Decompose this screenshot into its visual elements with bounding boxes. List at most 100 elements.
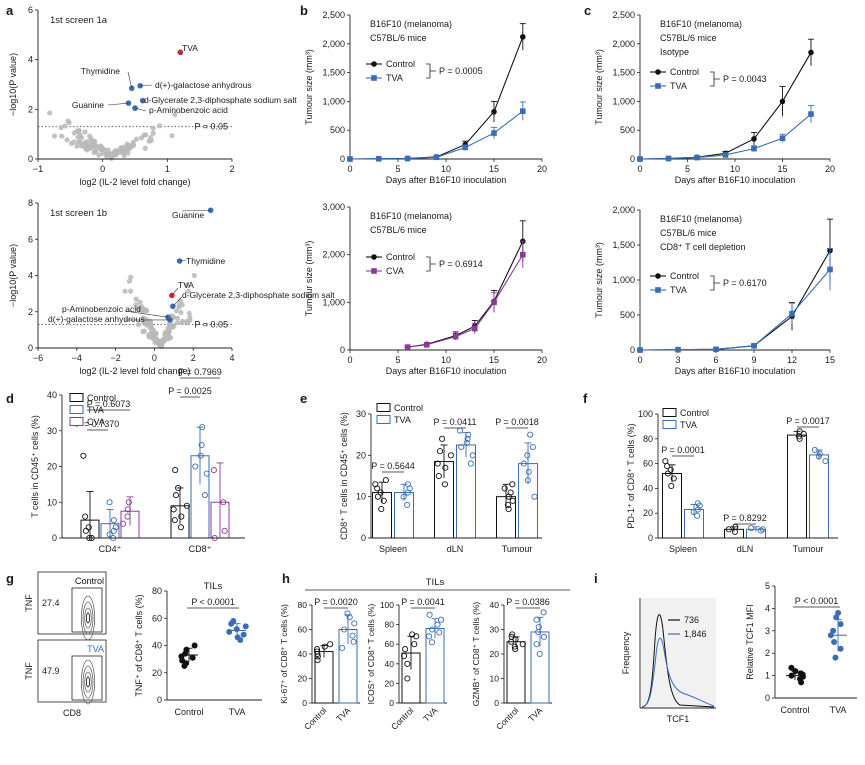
y-tick-label: 500 [330,125,345,135]
flow-y-label: TNF [24,662,34,680]
data-point [467,460,474,467]
data-point [380,497,387,504]
point-label: p-Aminobenzoic acid [149,105,228,115]
y-tick-label: 0 [630,345,635,355]
annotation-text: Isotype [660,47,689,57]
x-tick-label: 0 [637,164,642,174]
flow-x-label: CD8 [63,708,81,718]
bar [809,454,829,539]
y-tick-label: 0 [52,533,57,543]
data-point [491,130,497,136]
category-label: Spleen [379,544,407,554]
data-point [108,155,115,161]
data-point [831,639,838,645]
x-axis-label: Days after B16F10 inoculation [675,175,796,185]
y-tick-label: 1,500 [612,68,635,78]
data-point [71,130,77,136]
data-point [830,627,837,634]
flow-sample-label: Control [75,576,104,586]
y-tick-label: 0 [765,693,770,703]
data-point [344,610,351,617]
y-tick-label: 80 [152,586,162,596]
y-tick-label: 60 [152,613,162,623]
data-point [197,452,204,459]
data-point [458,444,465,451]
y-tick-label: 1,000 [612,275,635,285]
y-tick-label: 20 [298,674,308,684]
y-tick-label: 60 [385,639,395,649]
y-tick-label: 0 [630,154,635,164]
x-tick-label: 15 [777,164,787,174]
legend-swatch [376,403,391,412]
data-point [166,321,172,327]
y-tick-label: 2,000 [322,39,345,49]
category-label: TVA [526,705,545,724]
data-point [797,670,804,677]
p-value: P = 0.0005 [439,66,483,76]
data-point [76,129,82,135]
y-tick-label: 1,000 [612,96,635,106]
x-tick-label: 3 [675,355,680,365]
data-point [178,513,185,520]
bar-chart-f: 0 20 40 60 80 100 Spleen dLN Tumour PD-1⁺ of CD8⁺… [626,408,838,554]
data-point [106,151,112,157]
x-tick-label: 15 [489,355,499,365]
data-point [199,424,206,431]
data-point [313,646,321,653]
legend-label: Control [670,271,699,281]
data-point [637,347,643,353]
data-point [519,641,526,648]
data-point [378,506,385,513]
data-point [191,642,198,649]
data-point [665,155,672,162]
legend-swatch [69,393,84,402]
p-value: P < 0.0001 [795,596,839,606]
data-point [751,136,757,142]
y-tick-label: 0 [494,698,499,708]
histogram-curve [641,614,715,708]
data-point [837,645,844,652]
series-line [639,250,831,351]
legend-label: Control [386,252,415,262]
label-leader [134,107,147,112]
p-value: P = 0.0001 [661,445,705,455]
gate-percentage: 47.9 [42,666,60,676]
annotation-text: B16F10 (melanoma) [660,214,742,224]
y-tick-label: 30 [47,426,57,436]
data-point [141,320,147,326]
data-point [668,482,675,489]
data-point [66,119,72,126]
data-point [462,144,468,151]
category-label: Control [494,705,521,732]
legend-marker [371,75,377,81]
data-point [210,467,217,474]
y-tick-label: 80 [385,620,395,630]
legend-marker [371,61,377,67]
annotation-text: C57BL/6 mice [660,228,717,238]
series-line [407,241,524,348]
x-tick-label: 12 [787,355,797,365]
p-value: P = 0.6170 [723,278,767,288]
point-label: d-Glycerate 2,3-diphosphate sodium salt [144,95,297,105]
data-point [409,631,416,638]
y-tick-label: 40 [490,600,500,610]
y-tick-label: 2,000 [322,250,345,260]
data-point [505,506,512,513]
x-axis-label: log2 (IL-2 level fold change) [79,366,190,376]
p-value: P = 0.0017 [786,416,830,426]
data-point [171,517,178,524]
y-tick-label: 3 [765,626,770,636]
highlight-point [139,97,146,104]
data-point [833,614,840,621]
y-axis-label: PD-1⁺ of CD8⁺ T cells (%) [626,423,636,528]
data-point [58,125,64,131]
category-label: CD8⁺ [189,544,212,554]
data-point [751,343,757,349]
legend-swatch [662,420,677,429]
data-point [133,296,139,302]
data-point [113,152,119,158]
data-point [179,320,185,326]
label-leader [127,71,133,89]
data-point [347,156,353,162]
